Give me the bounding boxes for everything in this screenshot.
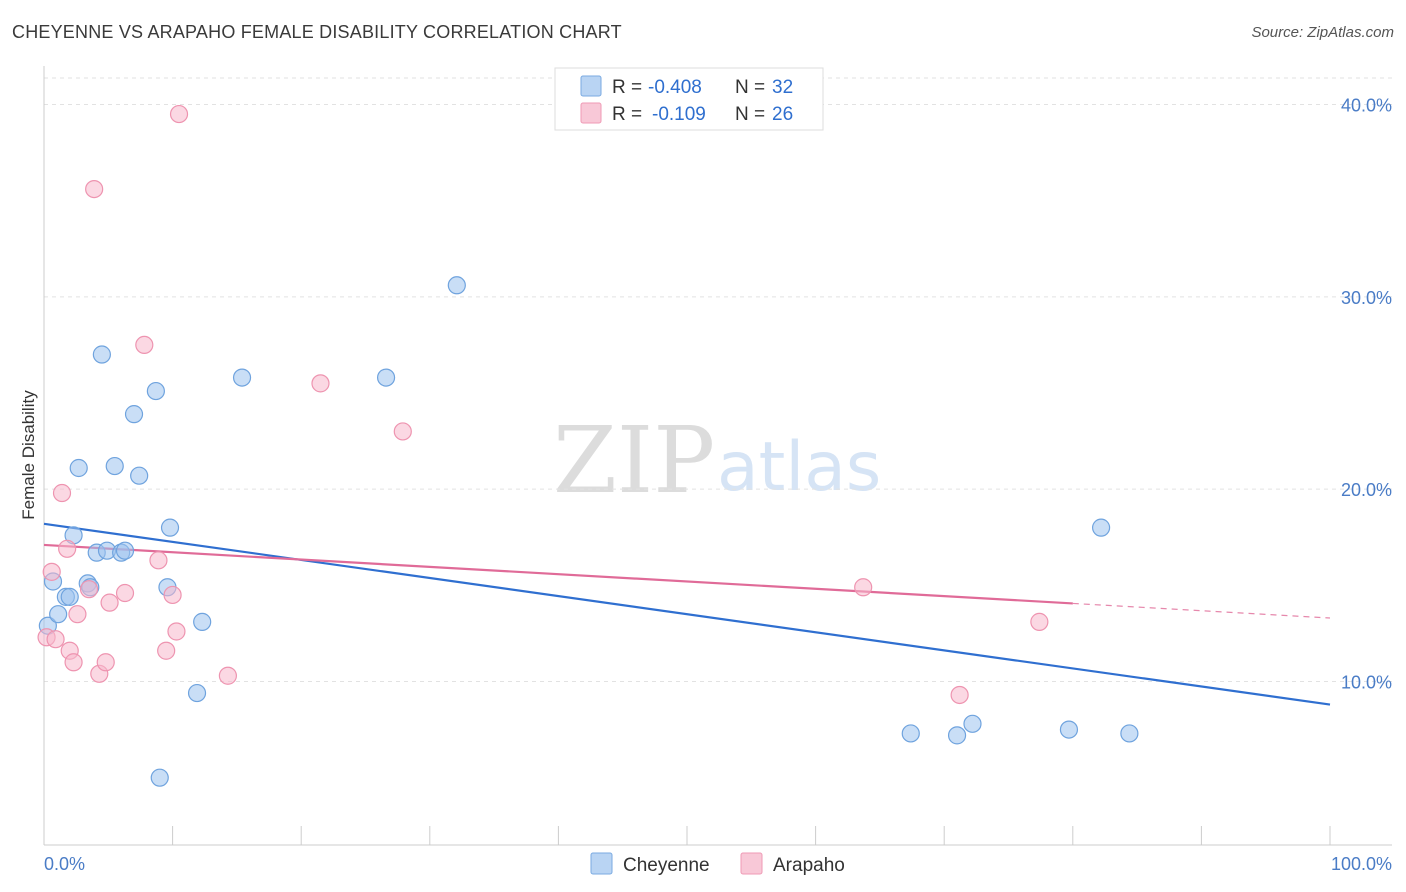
watermark-zip: ZIP — [553, 407, 715, 514]
series-legend-label-cheyenne: Cheyenne — [623, 855, 710, 876]
point-cheyenne — [232, 368, 252, 387]
point-cheyenne — [150, 768, 169, 787]
y-tick-labels: 10.0% 20.0% 30.0% 40.0% — [1341, 95, 1392, 692]
point-cheyenne — [105, 456, 124, 476]
legend-n-label-arapaho: N = — [735, 104, 765, 125]
trend-line-arapaho — [43, 543, 1073, 605]
trend-line-extension-arapaho — [1072, 602, 1331, 619]
watermark-atlas: atlas — [717, 428, 881, 507]
series-legend-swatch-arapaho — [740, 852, 763, 875]
point-arapaho — [85, 180, 104, 199]
y-tick-label: 10.0% — [1341, 673, 1392, 693]
point-arapaho — [311, 374, 330, 393]
y-tick-label: 30.0% — [1341, 288, 1392, 308]
point-arapaho — [58, 539, 77, 558]
point-arapaho — [218, 666, 237, 685]
point-cheyenne — [160, 518, 180, 537]
x-ticks — [172, 826, 1331, 845]
point-cheyenne — [1120, 724, 1139, 743]
series-legend-label-arapaho: Arapaho — [773, 855, 845, 876]
x-tick-label-max: 100.0% — [1331, 854, 1392, 874]
point-cheyenne — [130, 466, 149, 485]
point-arapaho — [169, 104, 189, 124]
point-cheyenne — [947, 726, 967, 745]
series-legend-swatch-cheyenne — [590, 852, 613, 875]
point-arapaho — [950, 685, 969, 705]
legend-r-value-arapaho: -0.109 — [652, 104, 706, 125]
point-arapaho — [64, 653, 83, 672]
point-arapaho — [167, 622, 186, 641]
legend-n-label-cheyenne: N = — [735, 77, 765, 98]
point-arapaho — [1030, 612, 1049, 631]
point-arapaho — [135, 335, 154, 355]
y-axis-label: Female Disability — [19, 390, 38, 520]
point-cheyenne — [1059, 720, 1079, 739]
point-arapaho — [46, 630, 65, 649]
point-cheyenne — [124, 405, 144, 424]
trend-lines — [43, 522, 1331, 706]
point-cheyenne — [447, 276, 466, 295]
point-cheyenne — [963, 714, 982, 733]
point-cheyenne — [193, 612, 212, 631]
data-points — [37, 104, 1139, 787]
x-tick-label-min: 0.0% — [44, 854, 85, 874]
point-cheyenne — [146, 381, 165, 401]
point-arapaho — [100, 593, 119, 612]
legend-r-value-cheyenne: -0.408 — [648, 77, 702, 98]
point-cheyenne — [1091, 518, 1111, 537]
point-cheyenne — [92, 345, 111, 364]
point-arapaho — [79, 580, 99, 599]
point-arapaho — [854, 578, 873, 597]
point-cheyenne — [69, 458, 88, 478]
legend-swatch-cheyenne — [580, 75, 602, 97]
point-cheyenne — [49, 605, 68, 624]
point-arapaho — [163, 585, 182, 605]
legend-r-label-arapaho: R = — [612, 104, 642, 125]
watermark: ZIP atlas — [553, 407, 881, 514]
point-arapaho — [52, 483, 72, 503]
axes — [43, 66, 1392, 846]
legend-n-value-arapaho: 26 — [772, 104, 793, 125]
point-cheyenne — [60, 587, 79, 606]
point-arapaho — [68, 605, 87, 624]
series-legend: Cheyenne Arapaho — [590, 852, 845, 876]
source-credit: Source: ZipAtlas.com — [1251, 24, 1394, 41]
point-cheyenne — [376, 368, 396, 387]
legend-n-value-cheyenne: 32 — [772, 77, 793, 98]
point-cheyenne — [901, 724, 920, 743]
point-arapaho — [96, 653, 115, 672]
point-arapaho — [157, 641, 176, 660]
point-arapaho — [42, 562, 61, 581]
point-cheyenne — [187, 683, 207, 703]
legend-swatch-arapaho — [580, 102, 602, 124]
point-arapaho — [115, 583, 135, 603]
legend-r-label-cheyenne: R = — [612, 77, 642, 98]
legend: R = -0.408 N = 32 R = -0.109 N = 26 — [554, 67, 824, 131]
y-tick-label: 20.0% — [1341, 480, 1392, 500]
chart-title: CHEYENNE VS ARAPAHO FEMALE DISABILITY CO… — [12, 22, 622, 42]
point-arapaho — [149, 551, 168, 570]
trend-line-cheyenne — [43, 522, 1331, 706]
point-cheyenne — [115, 541, 135, 560]
y-tick-label: 40.0% — [1341, 95, 1392, 115]
point-arapaho — [393, 422, 412, 441]
